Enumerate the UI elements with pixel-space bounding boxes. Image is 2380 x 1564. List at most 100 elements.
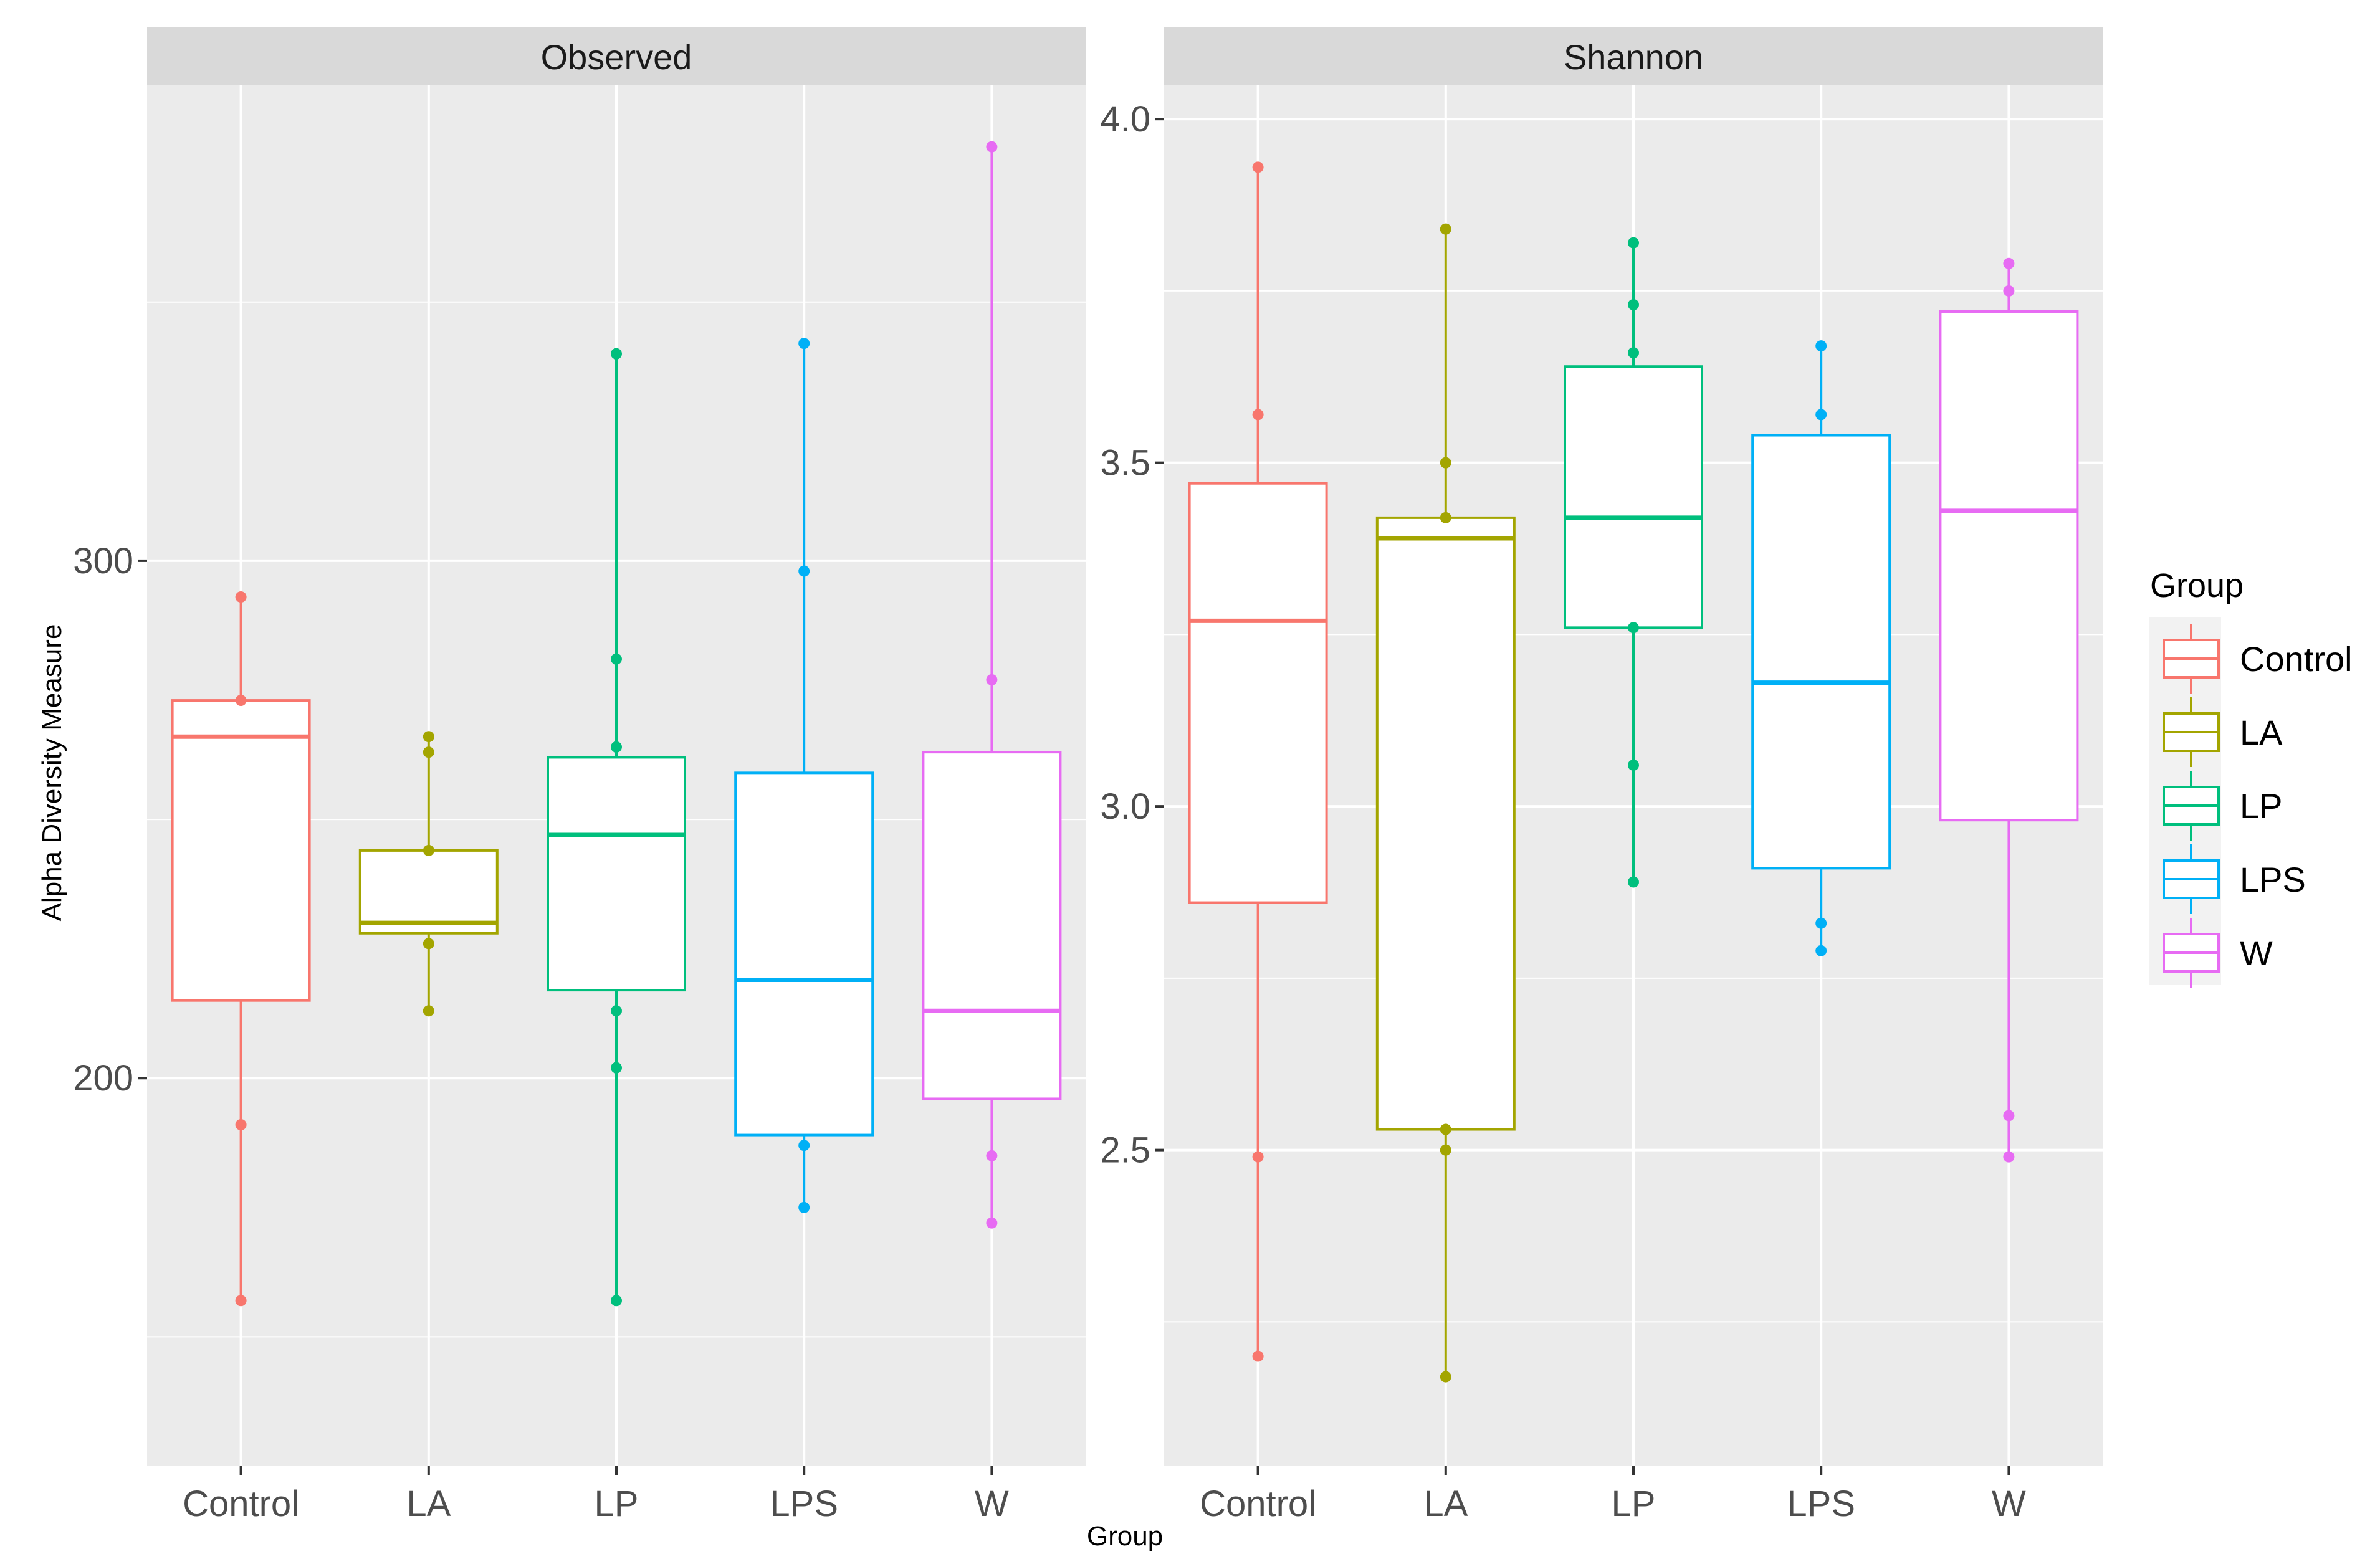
- legend-entry-la: LA: [2163, 697, 2283, 767]
- data-point: [423, 844, 434, 856]
- data-point: [611, 348, 622, 360]
- facet-title: Observed: [541, 37, 692, 77]
- box-w: [1939, 257, 2079, 1163]
- box-lp: [547, 348, 686, 1307]
- panel-observed: Observed 200 300 Control LA LP LPS W: [73, 27, 1086, 1524]
- panels-layer: Observed 200 300 Control LA LP LPS W Shannon 2.5 3…: [73, 27, 2103, 1524]
- data-point: [611, 1295, 622, 1307]
- data-point: [1252, 409, 1264, 421]
- box-w: [922, 141, 1062, 1229]
- data-point: [1440, 1144, 1451, 1156]
- legend-label: LA: [2240, 713, 2283, 752]
- box-iqr: [1939, 310, 2079, 822]
- data-point: [2003, 1151, 2015, 1163]
- data-point: [1440, 512, 1451, 523]
- facet-title: Shannon: [1564, 37, 1703, 77]
- data-point: [423, 731, 434, 743]
- legend-label: LP: [2240, 786, 2283, 826]
- x-tick-label: LP: [1612, 1484, 1656, 1524]
- data-point: [1628, 298, 1639, 310]
- facet-strip: [147, 27, 1086, 85]
- y-tick-label: 2.5: [1100, 1130, 1150, 1171]
- data-point: [1628, 347, 1639, 359]
- legend-entry-lps: LPS: [2163, 844, 2306, 914]
- data-point: [986, 1150, 998, 1161]
- y-tick-label: 4.0: [1100, 99, 1150, 140]
- x-tick-label: LA: [1423, 1484, 1468, 1524]
- data-point: [1628, 876, 1639, 888]
- y-tick-label: 300: [73, 541, 133, 581]
- data-point: [1252, 1350, 1264, 1362]
- box-lp: [1564, 237, 1703, 888]
- data-point: [1815, 917, 1827, 929]
- box-lps: [1751, 340, 1891, 956]
- data-point: [2003, 285, 2015, 297]
- data-point: [798, 1140, 810, 1152]
- box-iqr: [922, 751, 1062, 1100]
- box-iqr: [358, 849, 499, 935]
- data-point: [2003, 257, 2015, 269]
- legend: Group Control LA LP LPS W: [2149, 567, 2353, 988]
- data-point: [1252, 161, 1264, 173]
- data-point: [235, 695, 247, 707]
- data-point: [1815, 409, 1827, 421]
- box-iqr: [547, 756, 686, 992]
- data-point: [611, 741, 622, 753]
- x-tick-label: LP: [595, 1484, 639, 1524]
- box-iqr: [734, 771, 874, 1137]
- box-iqr: [1188, 482, 1328, 904]
- data-point: [611, 1005, 622, 1017]
- data-point: [1440, 1371, 1451, 1383]
- box-la: [1375, 223, 1516, 1383]
- y-tick-label: 200: [73, 1058, 133, 1099]
- box-iqr: [1375, 516, 1516, 1131]
- box-iqr: [1564, 365, 1703, 629]
- box-lps: [734, 338, 874, 1213]
- panel-shannon: Shannon 2.5 3.0 3.5 4.0 Control LA LP LPS W: [1100, 27, 2103, 1524]
- y-tick-label: 3.5: [1100, 443, 1150, 484]
- data-point: [1252, 1151, 1264, 1163]
- x-tick-label: W: [1992, 1484, 2026, 1524]
- legend-entry-control: Control: [2163, 624, 2353, 694]
- x-tick-label: Control: [1200, 1484, 1316, 1524]
- data-point: [1440, 223, 1451, 235]
- data-point: [235, 1295, 247, 1307]
- box-iqr: [171, 699, 311, 1002]
- data-point: [798, 338, 810, 350]
- data-point: [2003, 1110, 2015, 1122]
- y-tick-label: 3.0: [1100, 786, 1150, 827]
- data-point: [423, 938, 434, 950]
- data-point: [1440, 1123, 1451, 1135]
- data-point: [798, 1201, 810, 1213]
- legend-entry-lp: LP: [2163, 771, 2283, 841]
- legend-title: Group: [2150, 567, 2244, 604]
- x-tick-label: W: [975, 1484, 1009, 1524]
- data-point: [611, 1062, 622, 1074]
- box-control: [1188, 161, 1328, 1362]
- legend-entries: Control LA LP LPS W: [2163, 624, 2353, 988]
- y-axis-label: Alpha Diversity Measure: [37, 624, 67, 922]
- box-control: [171, 591, 311, 1307]
- box-la: [358, 731, 499, 1017]
- data-point: [235, 1118, 247, 1130]
- legend-label: W: [2240, 933, 2273, 973]
- data-point: [1628, 759, 1639, 771]
- x-tick-label: Control: [183, 1484, 299, 1524]
- facet-strip: [1164, 27, 2103, 85]
- data-point: [235, 591, 247, 603]
- data-point: [1628, 237, 1639, 249]
- data-point: [611, 653, 622, 665]
- x-axis-label: Group: [1087, 1521, 1163, 1552]
- data-point: [1440, 457, 1451, 469]
- box-iqr: [1751, 434, 1891, 870]
- data-point: [986, 1217, 998, 1229]
- x-tick-label: LPS: [1787, 1484, 1855, 1524]
- data-point: [423, 746, 434, 758]
- x-tick-label: LA: [406, 1484, 451, 1524]
- data-point: [986, 674, 998, 685]
- data-point: [986, 141, 998, 153]
- data-point: [798, 565, 810, 577]
- data-point: [1815, 945, 1827, 956]
- data-point: [1628, 622, 1639, 634]
